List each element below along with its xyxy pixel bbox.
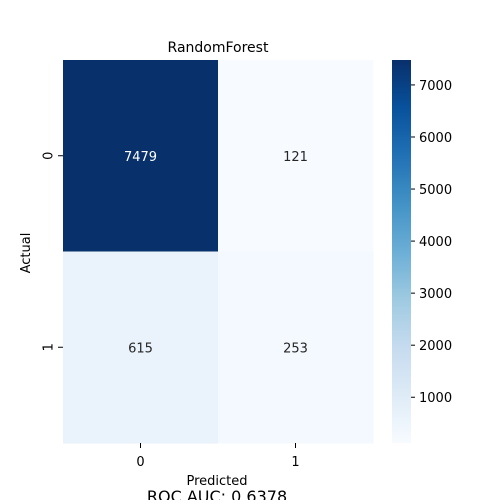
cell-label-0-1: 121	[283, 150, 308, 165]
colorbar-tick-label-1: 2000	[419, 339, 452, 354]
cell-label-1-1: 253	[283, 341, 308, 356]
cell-label-0-0: 7479	[124, 150, 157, 165]
heatmap-cell-1-1	[218, 251, 374, 444]
y-axis-label: Actual	[19, 233, 34, 274]
x-tick-label-1: 1	[291, 455, 299, 470]
heatmap-cells	[63, 60, 374, 444]
heatmap-cell-0-0	[63, 60, 219, 252]
colorbar-tick-label-5: 6000	[419, 131, 452, 146]
cell-label-1-0: 615	[128, 341, 153, 356]
heatmap-cell-1-0	[63, 251, 219, 444]
colorbar-ticks: 1000 2000 3000 4000 5000 6000 7000	[411, 79, 452, 406]
colorbar-tick-label-0: 1000	[419, 391, 452, 406]
y-tick-label-0: 0	[42, 152, 57, 160]
colorbar-tick-label-2: 3000	[419, 287, 452, 302]
y-tick-label-1: 1	[42, 343, 57, 351]
colorbar-tick-label-6: 7000	[419, 79, 452, 94]
x-axis-label: Predicted	[186, 474, 247, 489]
chart-title: RandomForest	[168, 40, 269, 56]
colorbar-tick-label-3: 4000	[419, 235, 452, 250]
x-tick-label-0: 0	[136, 455, 144, 470]
heatmap-cell-0-1	[218, 60, 374, 252]
roc-auc-caption: ROC AUC: 0.6378	[147, 487, 287, 500]
heatmap-cell-labels: 7479 121 615 253	[124, 150, 308, 357]
colorbar-tick-label-4: 5000	[419, 183, 452, 198]
colorbar	[392, 60, 411, 443]
y-axis: 01	[42, 152, 63, 351]
